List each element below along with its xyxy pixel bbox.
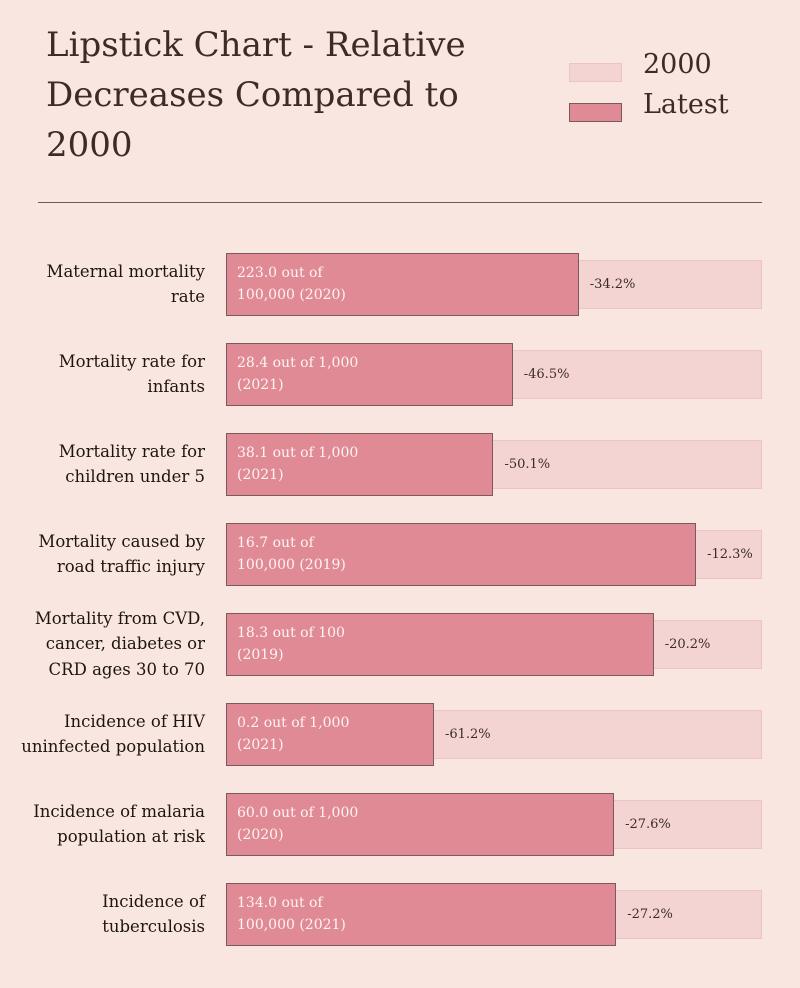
- change-label: -12.3%: [707, 546, 753, 562]
- category-label: Mortality rate for infants: [58, 351, 205, 397]
- latest-bar: [226, 792, 615, 856]
- latest-bar: [226, 252, 579, 316]
- bar-label: 28.4 out of 1,000 (2021): [237, 355, 359, 393]
- category-label: Mortality caused by road traffic injury: [38, 531, 205, 577]
- bar-label: 38.1 out of 1,000 (2021): [237, 445, 359, 483]
- change-label: -50.1%: [504, 456, 551, 472]
- change-label: -61.2%: [444, 726, 491, 742]
- category-label: Maternal mortality rate: [46, 261, 205, 307]
- latest-bar: [226, 522, 697, 586]
- change-label: -46.5%: [523, 366, 570, 382]
- bar-label: 16.7 out of 100,000 (2019): [237, 535, 346, 573]
- bar-label: 0.2 out of 1,000 (2021): [237, 715, 350, 753]
- category-label: Incidence of tuberculosis: [102, 891, 205, 937]
- bar-label: 18.3 out of 100 (2019): [237, 625, 345, 663]
- bar-label: 134.0 out of 100,000 (2021): [237, 895, 346, 933]
- legend-swatch: [569, 63, 622, 82]
- latest-bar: [226, 612, 654, 676]
- bar-label: 223.0 out of 100,000 (2020): [237, 265, 346, 303]
- latest-bar: [226, 702, 434, 766]
- category-label: Mortality rate for children under 5: [58, 441, 205, 487]
- legend-label: 2000: [643, 49, 712, 80]
- latest-bar: [226, 432, 494, 496]
- latest-bar: [226, 882, 617, 946]
- divider: [38, 202, 762, 203]
- chart-title: Lipstick Chart - Relative Decreases Comp…: [46, 25, 466, 165]
- latest-bar: [226, 342, 513, 406]
- change-label: -34.2%: [589, 276, 636, 292]
- legend-label: Latest: [643, 89, 729, 120]
- category-label: Incidence of malaria population at risk: [33, 801, 205, 847]
- change-label: -27.2%: [627, 906, 673, 922]
- change-label: -27.6%: [625, 816, 671, 832]
- category-label: Incidence of HIV uninfected population: [21, 711, 205, 757]
- category-label: Mortality from CVD, cancer, diabetes or …: [34, 608, 205, 679]
- legend-swatch: [569, 103, 622, 122]
- change-label: -20.2%: [664, 636, 711, 652]
- bar-label: 60.0 out of 1,000 (2020): [237, 805, 359, 843]
